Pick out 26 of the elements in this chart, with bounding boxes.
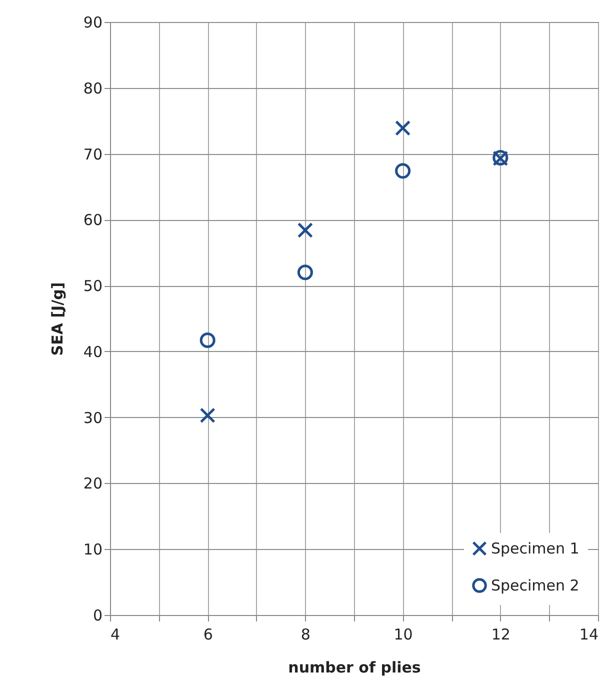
point [297, 222, 313, 238]
y-tick-label: 20 [83, 474, 102, 493]
y-tick-label: 10 [83, 540, 102, 559]
y-tick-label: 0 [92, 606, 102, 624]
x-tick-label: 14 [579, 626, 598, 644]
point [395, 163, 411, 179]
legend-label: Specimen 2 [491, 576, 580, 594]
x-axis-title: number of plies [288, 658, 421, 676]
legend-label: Specimen 1 [491, 540, 580, 558]
y-tick-label: 60 [83, 211, 102, 230]
x-tick-label: 4 [110, 626, 120, 644]
point [297, 264, 313, 280]
x-tick-label: 6 [203, 626, 213, 644]
y-tick-label: 90 [83, 14, 102, 32]
x-tick-label: 10 [394, 626, 413, 644]
point [200, 408, 216, 424]
y-tick-label: 40 [83, 342, 102, 361]
y-axis-title: SEA [J/g] [48, 282, 66, 356]
y-tick-label: 50 [83, 277, 102, 296]
point [200, 332, 216, 348]
x-tick-label: 8 [300, 626, 310, 644]
y-tick-label: 70 [83, 145, 102, 164]
y-tick-label: 30 [83, 408, 102, 427]
y-tick-label: 80 [83, 79, 102, 98]
x-tick-label: 12 [491, 626, 510, 644]
point [395, 120, 411, 136]
